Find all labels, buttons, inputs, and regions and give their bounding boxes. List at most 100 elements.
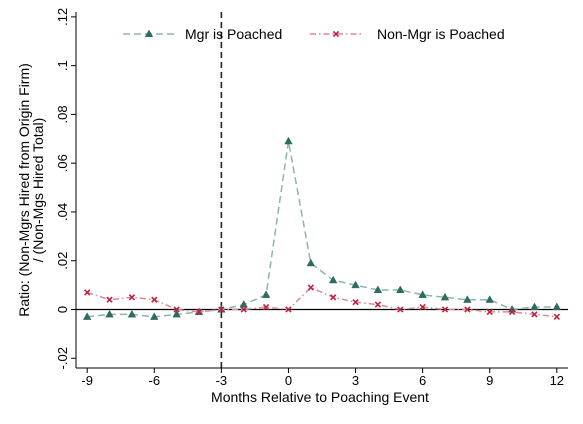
data-point bbox=[373, 285, 383, 294]
marker-stroke bbox=[307, 284, 314, 291]
marker-stroke bbox=[397, 306, 404, 313]
marker-stroke bbox=[553, 313, 560, 320]
data-point bbox=[352, 298, 359, 306]
legend-item-1: Mgr is Poached bbox=[123, 26, 282, 42]
y-tick-label: .1 bbox=[55, 60, 70, 71]
x-tick-label: 3 bbox=[352, 373, 359, 388]
data-point bbox=[397, 306, 404, 313]
axes: -.02 0 .02 .04 .06 .08 .1 .12 -9 -6 -3 0 3 6 9 12 bbox=[55, 8, 568, 388]
marker-stroke bbox=[330, 294, 337, 301]
marker-stroke bbox=[419, 303, 426, 311]
x-axis-title: Months Relative to Poaching Event bbox=[211, 389, 429, 405]
marker-stroke bbox=[106, 296, 113, 303]
data-point bbox=[82, 312, 92, 320]
marker-stroke bbox=[352, 298, 359, 306]
data-point bbox=[262, 303, 270, 311]
y-tick-label: -.02 bbox=[55, 347, 70, 369]
legend-label: Non-Mgr is Poached bbox=[377, 26, 505, 42]
marker-stroke bbox=[486, 308, 493, 316]
data-point bbox=[150, 312, 159, 320]
data-point bbox=[195, 308, 203, 316]
marker-stroke bbox=[173, 306, 180, 313]
data-point bbox=[328, 275, 338, 284]
data-point bbox=[239, 300, 248, 308]
marker-stroke bbox=[84, 289, 91, 296]
marker-stroke bbox=[441, 306, 449, 313]
legend: Mgr is Poached Non-Mgr is Poached bbox=[123, 26, 505, 42]
data-point bbox=[531, 311, 538, 318]
data-point bbox=[128, 294, 136, 301]
axis-labels: Months Relative to Poaching Event Ratio:… bbox=[16, 63, 429, 405]
marker-stroke bbox=[332, 30, 340, 38]
data-point bbox=[284, 136, 293, 145]
x-tick-label: 6 bbox=[419, 373, 426, 388]
legend-item-2: Non-Mgr is Poached bbox=[310, 26, 505, 42]
x-tick-label: 12 bbox=[550, 373, 564, 388]
series-2 bbox=[84, 284, 560, 320]
data-point bbox=[218, 306, 225, 313]
reference-lines bbox=[76, 12, 568, 368]
data-point bbox=[240, 306, 247, 313]
y-tick-label: .04 bbox=[55, 203, 70, 221]
legend-marker bbox=[332, 30, 340, 38]
x-tick-label: -3 bbox=[216, 373, 228, 388]
y-axis-title: Ratio: (Non-Mgrs Hired from Origin Firm)… bbox=[16, 63, 46, 317]
data-point bbox=[419, 303, 426, 311]
marker-stroke bbox=[374, 301, 382, 308]
series-line bbox=[87, 141, 557, 318]
data-point bbox=[464, 306, 471, 313]
y-tick-label: .02 bbox=[55, 252, 70, 270]
marker-stroke bbox=[464, 306, 471, 313]
data-point bbox=[106, 296, 113, 303]
data-point bbox=[307, 284, 314, 291]
data-point bbox=[306, 258, 316, 267]
data-point bbox=[441, 306, 449, 313]
data-point bbox=[508, 308, 516, 316]
marker-stroke bbox=[128, 294, 136, 301]
data-point bbox=[552, 302, 562, 311]
data-point bbox=[463, 295, 472, 303]
data-point bbox=[172, 309, 181, 318]
data-point bbox=[485, 295, 494, 303]
x-tick-label: 0 bbox=[285, 373, 292, 388]
legend-marker bbox=[144, 29, 154, 38]
data-point bbox=[530, 302, 539, 311]
x-tick-label: -9 bbox=[81, 373, 93, 388]
data-point bbox=[396, 285, 405, 294]
x-tick-label: -6 bbox=[148, 373, 160, 388]
marker-stroke bbox=[262, 303, 270, 311]
marker-stroke bbox=[240, 306, 247, 313]
x-tick-label: 9 bbox=[486, 373, 493, 388]
marker-stroke bbox=[151, 296, 158, 303]
y-tick-label: .12 bbox=[55, 8, 70, 26]
data-point bbox=[105, 309, 114, 318]
data-point bbox=[261, 290, 271, 298]
marker-stroke bbox=[285, 306, 292, 313]
y-axis-title-line-2: / (Non-Mgs Hired Total) bbox=[30, 118, 46, 262]
data-point bbox=[351, 280, 360, 289]
data-point bbox=[374, 301, 382, 308]
y-tick-label: 0 bbox=[55, 306, 70, 313]
y-tick-label: .08 bbox=[55, 105, 70, 123]
data-point bbox=[486, 308, 493, 316]
marker-stroke bbox=[218, 306, 225, 313]
legend-label: Mgr is Poached bbox=[185, 26, 282, 42]
marker-stroke bbox=[531, 311, 538, 318]
data-point bbox=[553, 313, 560, 320]
data-point bbox=[285, 306, 292, 313]
data-point bbox=[127, 309, 137, 318]
data-point bbox=[440, 292, 450, 301]
data-point bbox=[84, 289, 91, 296]
y-axis-title-line-1: Ratio: (Non-Mgrs Hired from Origin Firm) bbox=[16, 63, 32, 317]
series-group bbox=[82, 136, 562, 320]
y-tick-label: .06 bbox=[55, 154, 70, 172]
series-line bbox=[86, 286, 557, 318]
data-point bbox=[418, 290, 427, 298]
data-point bbox=[151, 296, 158, 303]
marker-stroke bbox=[508, 308, 516, 316]
data-point bbox=[330, 294, 337, 301]
marker-stroke bbox=[195, 308, 203, 316]
data-point bbox=[173, 306, 180, 313]
